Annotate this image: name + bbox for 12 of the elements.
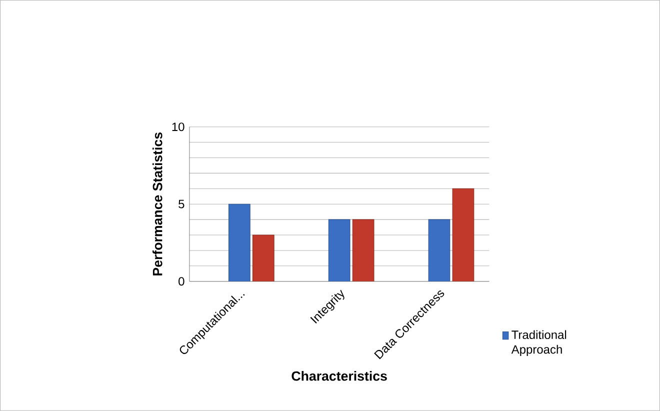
bar: [228, 204, 250, 282]
legend-label: Traditional Approach: [511, 330, 566, 356]
x-axis-title: Characteristics: [292, 371, 387, 381]
y-tick-label: 0: [178, 277, 184, 286]
bar: [328, 219, 350, 282]
bar: [428, 219, 450, 282]
y-tick-label: 5: [178, 200, 184, 208]
bar: [252, 234, 274, 282]
bar: [352, 219, 374, 282]
y-axis-title: Performance Statistics: [152, 132, 162, 276]
y-tick-label: 10: [172, 122, 184, 132]
bar: [452, 188, 474, 282]
